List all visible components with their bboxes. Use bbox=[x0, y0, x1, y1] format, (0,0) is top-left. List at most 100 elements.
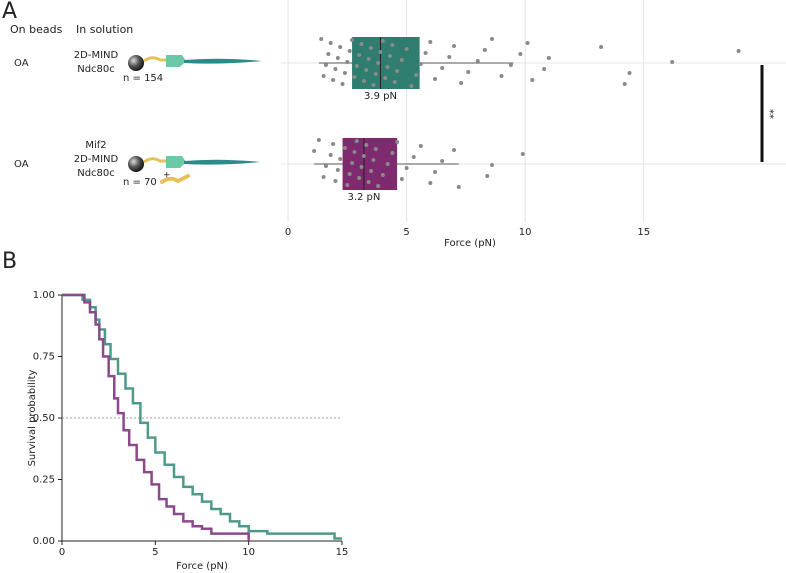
x-tick-label: 15 bbox=[336, 547, 349, 558]
data-point bbox=[326, 52, 331, 56]
y-tick-label: 0.00 bbox=[33, 536, 55, 547]
header: In solution bbox=[76, 23, 133, 36]
data-point bbox=[359, 42, 364, 46]
data-point bbox=[456, 185, 461, 189]
data-point bbox=[508, 63, 513, 67]
data-point bbox=[380, 39, 385, 43]
data-point bbox=[361, 154, 366, 158]
data-point bbox=[411, 155, 416, 159]
data-point bbox=[399, 177, 404, 181]
data-point bbox=[350, 38, 355, 42]
data-point bbox=[312, 149, 317, 153]
data-point bbox=[670, 60, 675, 64]
data-point bbox=[357, 53, 362, 57]
data-point bbox=[546, 56, 551, 60]
y-axis-title: Survival probability bbox=[27, 369, 38, 466]
data-point bbox=[409, 84, 414, 88]
data-point bbox=[418, 62, 423, 66]
data-point bbox=[499, 74, 504, 78]
data-point bbox=[380, 173, 385, 177]
x-tick-label: 0 bbox=[285, 227, 291, 238]
data-point bbox=[319, 37, 324, 41]
panel-letter: B bbox=[2, 249, 17, 274]
header: On beads bbox=[10, 23, 63, 36]
survival-curve bbox=[62, 293, 342, 540]
data-point bbox=[323, 164, 328, 168]
data-point bbox=[447, 55, 452, 59]
n-label: n = 154 bbox=[123, 73, 163, 84]
data-point bbox=[452, 148, 457, 152]
data-point bbox=[369, 46, 374, 50]
data-point bbox=[364, 143, 369, 147]
data-point bbox=[428, 181, 433, 185]
data-point bbox=[395, 69, 400, 73]
data-point bbox=[369, 169, 374, 173]
data-point bbox=[352, 75, 357, 79]
row-label: OA bbox=[14, 58, 29, 69]
x-axis-title: Force (pN) bbox=[176, 561, 228, 572]
data-point bbox=[385, 65, 390, 69]
data-point bbox=[440, 66, 445, 70]
data-point bbox=[338, 45, 343, 49]
median-label: 3.9 pN bbox=[364, 91, 397, 102]
data-point bbox=[452, 44, 457, 48]
x-axis-title: Force (pN) bbox=[444, 238, 496, 249]
data-point bbox=[399, 58, 404, 62]
survival-curve bbox=[62, 293, 250, 541]
row-label: 2D-MIND bbox=[74, 50, 119, 61]
data-point bbox=[433, 77, 438, 81]
data-point bbox=[321, 74, 326, 78]
data-point bbox=[440, 159, 445, 163]
data-point bbox=[345, 183, 350, 187]
data-point bbox=[331, 78, 336, 82]
data-point bbox=[366, 180, 371, 184]
data-point bbox=[376, 61, 381, 65]
data-point bbox=[328, 41, 333, 45]
data-point bbox=[350, 161, 355, 165]
data-point bbox=[371, 83, 376, 87]
data-point bbox=[340, 82, 345, 86]
row-label: 2D-MIND bbox=[74, 154, 119, 165]
data-point bbox=[335, 56, 340, 60]
data-point bbox=[323, 63, 328, 67]
data-point bbox=[404, 166, 409, 170]
data-point bbox=[433, 170, 438, 174]
data-point bbox=[383, 76, 388, 80]
data-point bbox=[347, 172, 352, 176]
data-point bbox=[342, 71, 347, 75]
y-tick-label: 0.75 bbox=[33, 352, 55, 363]
y-tick-label: 0.25 bbox=[33, 475, 55, 486]
data-point bbox=[335, 168, 340, 172]
data-point bbox=[736, 49, 741, 53]
data-point bbox=[378, 50, 383, 54]
data-point bbox=[518, 52, 523, 56]
data-point bbox=[395, 140, 400, 144]
row-label: Mif2 bbox=[85, 140, 106, 151]
x-tick-label: 5 bbox=[152, 547, 158, 558]
data-point bbox=[364, 68, 369, 72]
x-tick-label: 10 bbox=[242, 547, 255, 558]
data-point bbox=[345, 60, 350, 64]
row-label: Ndc80c bbox=[77, 64, 115, 75]
data-point bbox=[627, 71, 632, 75]
data-point bbox=[331, 142, 336, 146]
data-point bbox=[489, 163, 494, 167]
data-point bbox=[489, 37, 494, 41]
data-point bbox=[373, 72, 378, 76]
data-point bbox=[466, 70, 471, 74]
data-point bbox=[328, 153, 333, 157]
data-point bbox=[390, 151, 395, 155]
data-point bbox=[475, 59, 480, 63]
data-point bbox=[361, 79, 366, 83]
svg-text:+: + bbox=[163, 171, 171, 181]
data-point bbox=[366, 57, 371, 61]
data-point bbox=[414, 73, 419, 77]
data-point bbox=[390, 43, 395, 47]
data-point bbox=[373, 147, 378, 151]
data-point bbox=[316, 138, 321, 142]
x-tick-label: 5 bbox=[403, 227, 409, 238]
data-point bbox=[376, 184, 381, 188]
data-point bbox=[352, 150, 357, 154]
data-point bbox=[385, 162, 390, 166]
data-point bbox=[404, 47, 409, 51]
